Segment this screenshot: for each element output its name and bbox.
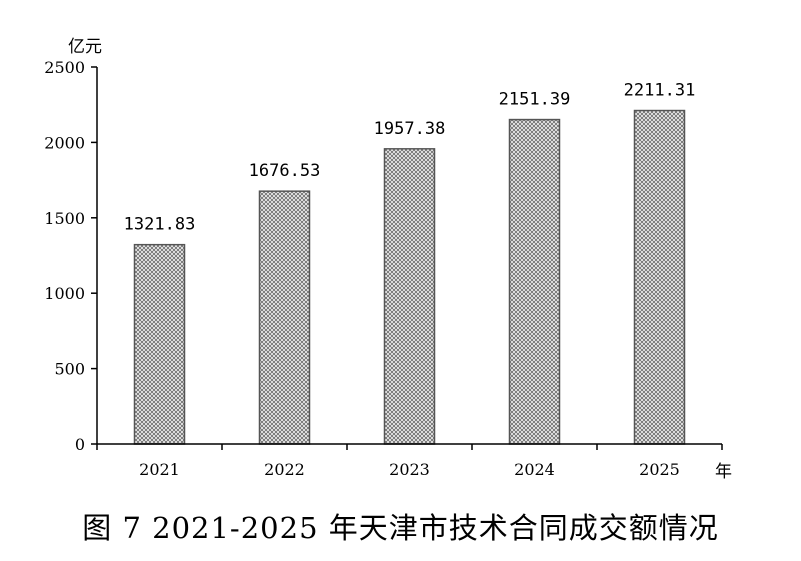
bar-2022 bbox=[258, 190, 311, 445]
x-tick-label: 2023 bbox=[389, 460, 430, 479]
data-label: 1676.53 bbox=[249, 161, 321, 181]
y-tick-label: 2500 bbox=[44, 58, 85, 77]
data-label: 2151.39 bbox=[499, 90, 571, 110]
y-axis-unit-label: 亿元 bbox=[68, 37, 102, 57]
y-tick-label: 2000 bbox=[44, 133, 85, 152]
data-label: 1321.83 bbox=[124, 215, 196, 235]
x-tick-label: 2021 bbox=[139, 460, 180, 479]
y-tick-label: 1500 bbox=[44, 209, 85, 228]
y-tick-label: 500 bbox=[54, 360, 85, 379]
bars: 1321.83 1676.53 1957.38 2151.39 2211.31 bbox=[124, 81, 696, 445]
x-tick-label: 2024 bbox=[514, 460, 555, 479]
data-label: 2211.31 bbox=[624, 81, 696, 101]
x-axis: 2021 2022 2023 2024 2025 bbox=[96, 443, 723, 479]
x-tick-label: 2025 bbox=[639, 460, 680, 479]
y-tick-label: 0 bbox=[75, 435, 85, 454]
x-tick-label: 2022 bbox=[264, 460, 305, 479]
bar-2025 bbox=[633, 109, 686, 445]
bar-2024 bbox=[508, 118, 561, 445]
x-axis-unit-label: 年 bbox=[715, 462, 732, 482]
bar-2021 bbox=[133, 243, 186, 445]
y-axis: 0 500 1000 1500 2000 2500 bbox=[44, 58, 98, 454]
figure-caption: 图 7 2021-2025 年天津市技术合同成交额情况 bbox=[82, 511, 719, 545]
y-tick-label: 1000 bbox=[44, 284, 85, 303]
data-label: 1957.38 bbox=[374, 119, 446, 139]
bar-2023 bbox=[383, 148, 436, 445]
bar-chart: 亿元 0 500 1000 1500 2000 2500 1321.83 1676.53 19… bbox=[44, 37, 732, 482]
